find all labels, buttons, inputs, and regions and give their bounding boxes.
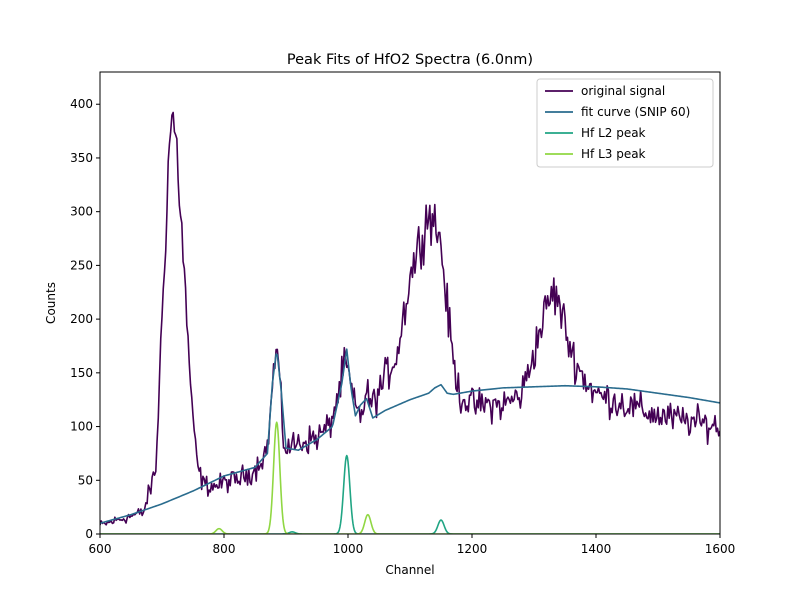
x-axis: 600 800 1000 1200 1400 1600 xyxy=(89,534,736,556)
y-tick-label: 250 xyxy=(70,258,93,272)
legend-box xyxy=(536,78,714,168)
legend-label: Hf L2 peak xyxy=(581,126,646,140)
y-tick-label: 100 xyxy=(70,420,93,434)
y-tick-label: 200 xyxy=(70,312,93,326)
y-tick-label: 400 xyxy=(70,97,93,111)
legend-label: fit curve (SNIP 60) xyxy=(581,105,690,119)
legend-label: Hf L3 peak xyxy=(581,147,646,161)
x-tick-label: 1600 xyxy=(705,542,736,556)
x-axis-label: Channel xyxy=(385,563,434,577)
y-tick-label: 0 xyxy=(85,527,93,541)
legend-label: original signal xyxy=(581,84,665,98)
y-tick-label: 300 xyxy=(70,205,93,219)
x-tick-label: 800 xyxy=(213,542,236,556)
x-tick-label: 600 xyxy=(89,542,112,556)
y-axis-label: Counts xyxy=(44,282,58,324)
series-line-2 xyxy=(100,454,720,534)
y-tick-label: 50 xyxy=(78,473,93,487)
series-line-1 xyxy=(100,348,720,525)
x-tick-label: 1000 xyxy=(333,542,364,556)
plot-area xyxy=(99,71,721,535)
y-tick-label: 150 xyxy=(70,366,93,380)
x-tick-label: 1200 xyxy=(457,542,488,556)
series-line-3 xyxy=(100,421,720,534)
y-axis: 0 50 100 150 200 250 300 350 400 xyxy=(70,97,100,541)
series-line-0 xyxy=(100,111,720,526)
series-group xyxy=(100,111,720,534)
y-tick-label: 350 xyxy=(70,151,93,165)
chart-title: Peak Fits of HfO2 Spectra (6.0nm) xyxy=(287,52,533,68)
legend: original signal fit curve (SNIP 60) Hf L2 … xyxy=(536,78,714,168)
x-tick-label: 1400 xyxy=(581,542,612,556)
plot-frame xyxy=(99,71,721,535)
